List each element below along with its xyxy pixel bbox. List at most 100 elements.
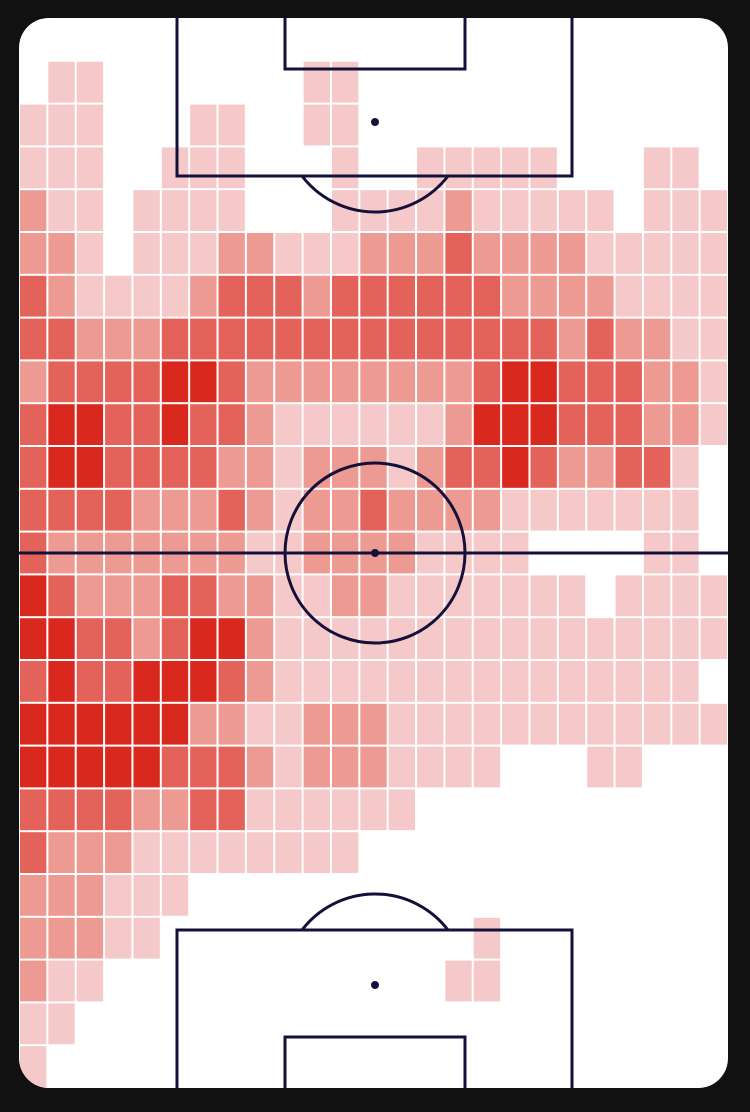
heat-cell: [76, 447, 104, 488]
heat-cell: [388, 318, 416, 360]
heat-cell: [48, 917, 75, 959]
heat-cell: [275, 275, 302, 317]
heat-cell: [303, 275, 330, 317]
heat-cell: [331, 789, 359, 831]
heat-cell: [388, 404, 416, 445]
heat-cell: [587, 61, 614, 103]
heat-cell: [246, 318, 274, 360]
heat-cell: [473, 960, 501, 1002]
heat-cell: [388, 661, 416, 702]
heat-cell: [587, 875, 614, 916]
heat-cell: [530, 832, 557, 873]
heat-cell: [275, 147, 302, 189]
heat-cell: [275, 1046, 302, 1087]
heat-cell: [161, 61, 189, 103]
heat-cell: [218, 233, 245, 274]
heat-cell: [473, 575, 501, 617]
heat-cell: [331, 575, 359, 617]
heat-cell: [672, 960, 699, 1002]
heat-cell: [246, 1003, 274, 1045]
heat-cell: [161, 703, 189, 745]
heat-cell: [445, 404, 472, 445]
heat-cell: [672, 61, 699, 103]
heat-cell: [672, 275, 699, 317]
heat-cell: [445, 661, 472, 702]
heat-cell: [161, 361, 189, 403]
heat-cell: [246, 404, 274, 445]
heat-cell: [530, 575, 557, 617]
heat-cell: [105, 233, 132, 274]
heat-cell: [473, 361, 501, 403]
heat-cell: [190, 618, 217, 659]
heat-cell: [76, 190, 104, 231]
heat-cell: [643, 789, 671, 831]
heat-cell: [20, 789, 47, 831]
heat-cell: [558, 318, 586, 360]
heat-cell: [76, 917, 104, 959]
heat-cell: [20, 661, 47, 702]
heat-cell: [587, 832, 614, 873]
heat-cell: [672, 1046, 699, 1087]
heat-cell: [473, 1003, 501, 1045]
heat-cell: [360, 661, 387, 702]
heat-cell: [303, 832, 330, 873]
heat-cell: [473, 190, 501, 231]
heat-cell: [303, 104, 330, 146]
heat-cell: [445, 275, 472, 317]
heat-cell: [473, 147, 501, 189]
heat-cell: [558, 832, 586, 873]
heat-cell: [417, 489, 444, 531]
heat-cell: [445, 575, 472, 617]
heat-cell: [105, 19, 132, 60]
heat-cell: [190, 489, 217, 531]
heat-cell: [672, 575, 699, 617]
heat-cell: [303, 1046, 330, 1087]
heat-cell: [445, 1046, 472, 1087]
heat-cell: [275, 618, 302, 659]
heat-cell: [587, 147, 614, 189]
heat-cell: [133, 618, 160, 659]
heat-cell: [700, 147, 727, 189]
heat-cell: [615, 404, 642, 445]
heat-cell: [615, 703, 642, 745]
heat-cell: [190, 275, 217, 317]
heat-cell: [672, 1003, 699, 1045]
heat-cell: [417, 190, 444, 231]
heat-cell: [417, 832, 444, 873]
heat-cell: [360, 1046, 387, 1087]
heat-cell: [218, 789, 245, 831]
heat-cell: [615, 61, 642, 103]
heat-cell: [76, 960, 104, 1002]
heat-cell: [303, 447, 330, 488]
heat-cell: [275, 746, 302, 788]
heat-cell: [445, 19, 472, 60]
heat-cell: [530, 447, 557, 488]
heat-cell: [672, 489, 699, 531]
heat-cell: [105, 703, 132, 745]
heat-cell: [473, 275, 501, 317]
heat-cell: [246, 147, 274, 189]
heat-cell: [161, 1003, 189, 1045]
heat-cell: [672, 661, 699, 702]
heat-cell: [331, 960, 359, 1002]
heat-cell: [445, 147, 472, 189]
heat-cell: [190, 318, 217, 360]
heat-cell: [672, 147, 699, 189]
heat-cell: [76, 1003, 104, 1045]
heat-cell: [615, 447, 642, 488]
heat-cell: [502, 832, 529, 873]
heat-cell: [445, 233, 472, 274]
heat-cell: [218, 19, 245, 60]
heat-cell: [275, 233, 302, 274]
heat-cell: [360, 618, 387, 659]
heat-cell: [643, 19, 671, 60]
heat-cell: [218, 618, 245, 659]
heat-cell: [105, 404, 132, 445]
heat-cell: [700, 960, 727, 1002]
heat-cell: [105, 447, 132, 488]
heat-cell: [190, 960, 217, 1002]
heat-cell: [275, 361, 302, 403]
heat-cell: [672, 318, 699, 360]
heat-cell: [615, 190, 642, 231]
heat-cell: [303, 489, 330, 531]
